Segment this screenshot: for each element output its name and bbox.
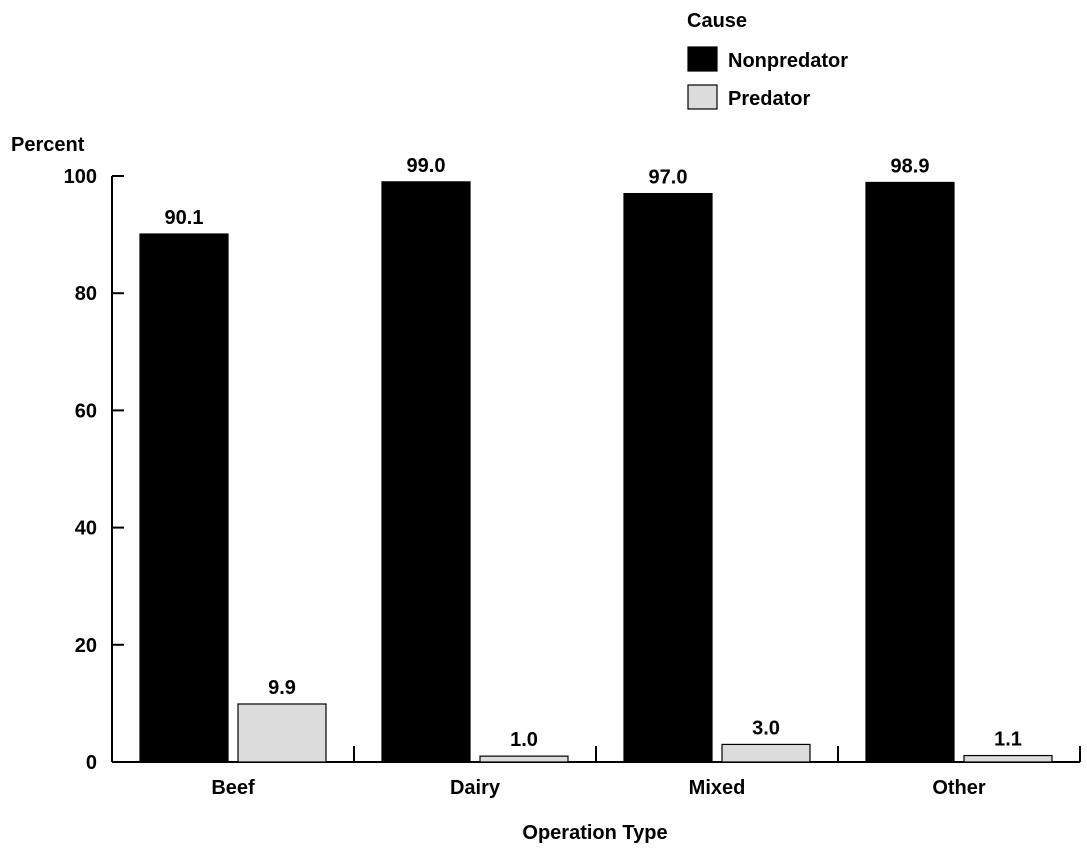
data-label-predator-other: 1.1 (994, 729, 1022, 751)
x-tick-label-other: Other (932, 777, 986, 799)
y-tick-label-2: 40 (75, 518, 97, 540)
legend-swatch-predator (687, 84, 718, 110)
legend-title: Cause (687, 10, 747, 32)
legend: Cause Nonpredator Predator (687, 10, 848, 110)
bar-nonpredator-mixed (623, 192, 713, 763)
y-tick-label-1: 20 (75, 635, 97, 657)
bar-predator-beef (237, 703, 327, 763)
data-label-nonpredator-beef: 90.1 (165, 207, 204, 229)
data-label-predator-dairy: 1.0 (510, 729, 538, 751)
data-label-nonpredator-mixed: 97.0 (649, 167, 688, 189)
x-axis-title: Operation Type (522, 822, 667, 844)
bar-nonpredator-beef (139, 233, 229, 763)
y-tick-label-0: 0 (86, 752, 97, 774)
bar-predator-dairy (479, 755, 569, 763)
data-label-nonpredator-other: 98.9 (891, 155, 930, 177)
x-tick-label-beef: Beef (211, 777, 255, 799)
bar-predator-other (963, 754, 1053, 763)
legend-label-predator: Predator (728, 88, 810, 110)
legend-swatch-nonpredator (687, 46, 718, 72)
data-label-nonpredator-dairy: 99.0 (407, 155, 446, 177)
y-tick-label-3: 60 (75, 400, 97, 422)
x-tick-label-dairy: Dairy (450, 777, 501, 799)
data-label-predator-mixed: 3.0 (752, 717, 780, 739)
y-tick-label-4: 80 (75, 283, 97, 305)
x-tick-label-mixed: Mixed (689, 777, 746, 799)
bar-predator-mixed (721, 743, 811, 763)
data-label-predator-beef: 9.9 (268, 677, 296, 699)
plot-area: 0 20 40 60 80 100 90.1 9.9 Beef 99.0 1.0 Dairy 97.0 3… (64, 155, 1081, 799)
y-tick-label-5: 100 (64, 166, 97, 188)
legend-label-nonpredator: Nonpredator (728, 50, 848, 72)
y-axis-title: Percent (11, 134, 85, 156)
bar-nonpredator-dairy (381, 181, 471, 763)
bar-nonpredator-other (865, 181, 955, 763)
